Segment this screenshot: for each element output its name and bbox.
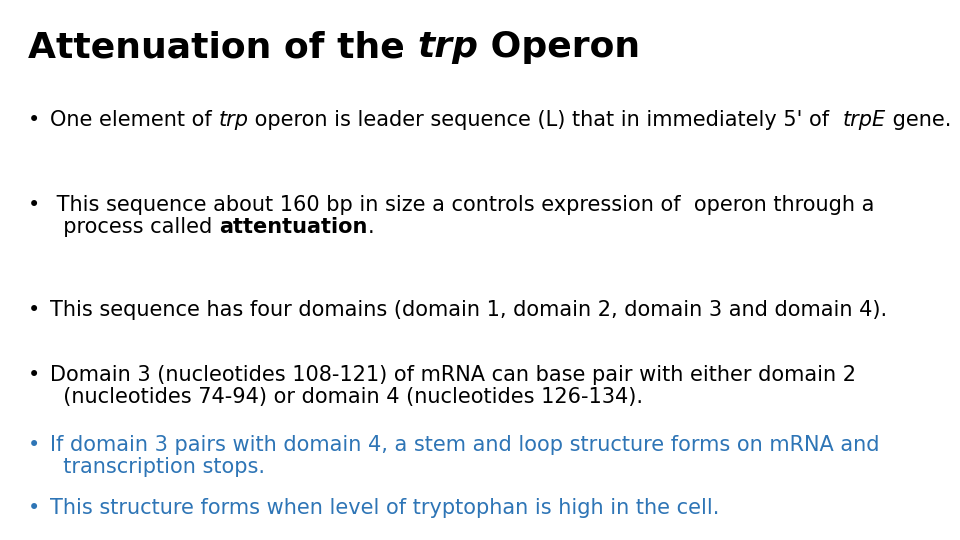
Text: .: . <box>368 217 373 237</box>
Text: •: • <box>28 110 40 130</box>
Text: Domain 3 (nucleotides 108-121) of mRNA can base pair with either domain 2: Domain 3 (nucleotides 108-121) of mRNA c… <box>50 365 856 385</box>
Text: Attenuation of the: Attenuation of the <box>28 30 418 64</box>
Text: •: • <box>28 195 40 215</box>
Text: •: • <box>28 435 40 455</box>
Text: This sequence has four domains (domain 1, domain 2, domain 3 and domain 4).: This sequence has four domains (domain 1… <box>50 300 887 320</box>
Text: •: • <box>28 498 40 518</box>
Text: transcription stops.: transcription stops. <box>50 457 265 477</box>
Text: One element of: One element of <box>50 110 218 130</box>
Text: If domain 3 pairs with domain 4, a stem and loop structure forms on mRNA and: If domain 3 pairs with domain 4, a stem … <box>50 435 879 455</box>
Text: This sequence about 160 bp in size a controls expression of  operon through a: This sequence about 160 bp in size a con… <box>50 195 875 215</box>
Text: trp: trp <box>218 110 249 130</box>
Text: •: • <box>28 365 40 385</box>
Text: gene.: gene. <box>886 110 951 130</box>
Text: This structure forms when level of tryptophan is high in the cell.: This structure forms when level of trypt… <box>50 498 719 518</box>
Text: operon is leader sequence (L) that in immediately 5' of: operon is leader sequence (L) that in im… <box>249 110 843 130</box>
Text: process called: process called <box>50 217 219 237</box>
Text: trpE: trpE <box>843 110 886 130</box>
Text: trp: trp <box>418 30 478 64</box>
Text: (nucleotides 74-94) or domain 4 (nucleotides 126-134).: (nucleotides 74-94) or domain 4 (nucleot… <box>50 387 643 407</box>
Text: Operon: Operon <box>478 30 640 64</box>
Text: attentuation: attentuation <box>219 217 368 237</box>
Text: •: • <box>28 300 40 320</box>
